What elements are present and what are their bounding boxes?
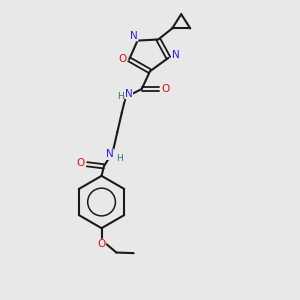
Text: N: N <box>130 31 138 41</box>
Text: O: O <box>76 158 85 168</box>
Text: N: N <box>172 50 179 61</box>
Text: N: N <box>106 149 114 160</box>
Text: H: H <box>117 92 124 101</box>
Text: O: O <box>118 54 126 64</box>
Text: N: N <box>125 88 133 98</box>
Text: O: O <box>161 84 169 94</box>
Text: O: O <box>98 239 106 249</box>
Text: H: H <box>116 154 123 163</box>
